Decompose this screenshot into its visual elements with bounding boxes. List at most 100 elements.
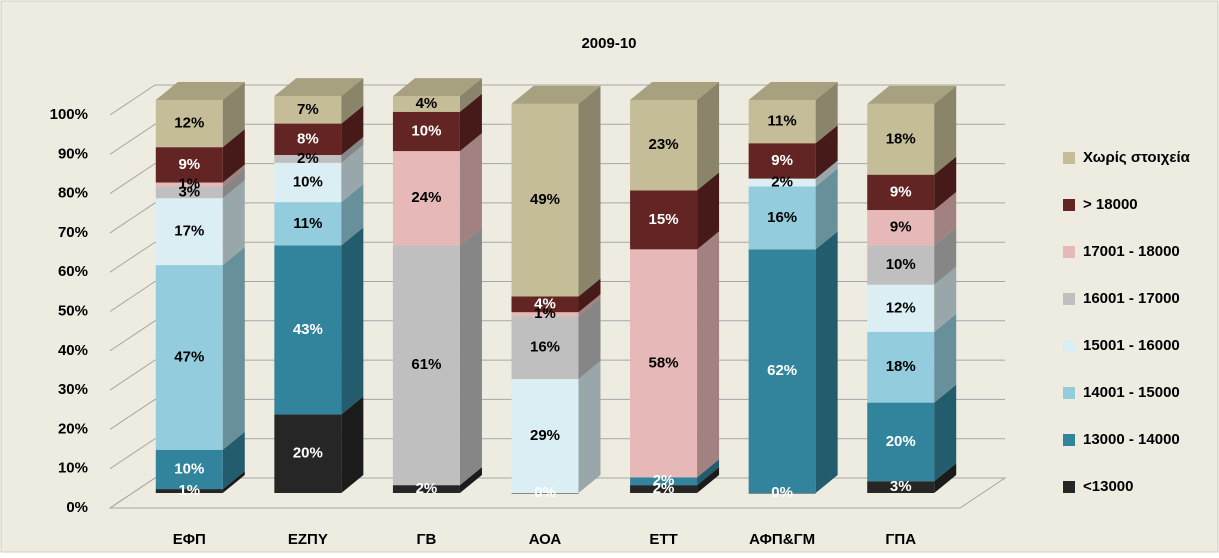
bar-segment bbox=[630, 485, 698, 493]
bar-side bbox=[459, 93, 482, 152]
bar-side bbox=[934, 192, 957, 246]
bar-segment bbox=[155, 182, 223, 187]
data-label: 47% bbox=[174, 348, 204, 365]
bar-top bbox=[274, 78, 364, 97]
x-tick-label: ΑΦΠ&ΓΜ bbox=[749, 531, 815, 548]
bar-side bbox=[222, 82, 245, 148]
bar-side bbox=[341, 137, 364, 163]
bar-side bbox=[459, 78, 482, 112]
bar-side bbox=[934, 156, 957, 211]
data-label: 24% bbox=[411, 189, 441, 206]
bar-top bbox=[511, 85, 601, 104]
bar-segment bbox=[511, 296, 579, 313]
data-label: 8% bbox=[297, 130, 319, 147]
data-label: 2% bbox=[416, 480, 438, 497]
bar-segment bbox=[630, 100, 698, 191]
bar-segment bbox=[748, 100, 816, 144]
bar-segment bbox=[867, 481, 935, 493]
bar-segment bbox=[748, 186, 816, 250]
bar-segment bbox=[867, 103, 935, 175]
bar-side bbox=[934, 85, 957, 175]
data-label: 11% bbox=[768, 113, 797, 130]
legend-label: 17001 - 18000 bbox=[1083, 243, 1180, 260]
bar-segment bbox=[511, 103, 579, 297]
bar-segment bbox=[748, 178, 816, 187]
bar-segment bbox=[867, 402, 935, 482]
bar-segment bbox=[392, 151, 460, 246]
grid-line bbox=[109, 320, 1005, 352]
y-tick-label: 30% bbox=[58, 381, 88, 398]
data-label: 1% bbox=[178, 482, 200, 499]
bar-side bbox=[815, 231, 838, 493]
legend-swatch bbox=[1063, 340, 1075, 352]
bar-side bbox=[222, 247, 245, 450]
bar-side bbox=[578, 278, 601, 313]
data-label: 10% bbox=[411, 122, 441, 139]
bar-top bbox=[155, 82, 245, 100]
bar-segment bbox=[630, 190, 698, 250]
data-label: 9% bbox=[890, 219, 912, 236]
grid-line bbox=[109, 359, 1005, 391]
bar-segment bbox=[155, 198, 223, 266]
legend-swatch bbox=[1063, 152, 1075, 164]
bar-side bbox=[697, 467, 720, 493]
data-label: 3% bbox=[178, 183, 200, 200]
data-label: 9% bbox=[771, 152, 793, 169]
bar-segment bbox=[392, 96, 460, 112]
bar-segment bbox=[155, 186, 223, 199]
bar-side bbox=[459, 467, 482, 493]
bar-segment bbox=[274, 245, 342, 415]
bar-side bbox=[341, 227, 364, 415]
data-label: 12% bbox=[174, 115, 204, 132]
legend-label: <13000 bbox=[1083, 478, 1133, 495]
grid-line bbox=[109, 202, 1005, 234]
grid-line bbox=[109, 477, 1005, 509]
bar-segment bbox=[867, 245, 935, 285]
y-tick-label: 40% bbox=[58, 342, 88, 359]
chart-title: 2009-10 bbox=[581, 35, 636, 52]
bar-segment bbox=[867, 210, 935, 246]
bar-side bbox=[697, 459, 720, 486]
data-label: 62% bbox=[767, 362, 797, 379]
data-label: 23% bbox=[649, 136, 679, 153]
bar-side bbox=[222, 180, 245, 266]
data-label: 12% bbox=[886, 299, 916, 316]
bar-side bbox=[815, 168, 838, 250]
legend-swatch bbox=[1063, 199, 1075, 211]
bar-side bbox=[934, 463, 957, 493]
data-label: 10% bbox=[293, 173, 323, 190]
bar-side bbox=[341, 396, 364, 493]
bar-side bbox=[578, 294, 601, 317]
data-label: 10% bbox=[886, 256, 916, 273]
bar-segment bbox=[748, 493, 816, 494]
bar-side bbox=[697, 82, 720, 191]
data-label: 2% bbox=[653, 472, 675, 489]
bar-segment bbox=[155, 489, 223, 493]
bar-segment bbox=[867, 284, 935, 332]
bar-side bbox=[934, 313, 957, 403]
bar-segment bbox=[155, 147, 223, 183]
bar-side bbox=[222, 168, 245, 199]
data-label: 9% bbox=[178, 156, 200, 173]
bar-segment bbox=[155, 265, 223, 450]
y-tick-label: 60% bbox=[58, 263, 88, 280]
bar-segment bbox=[748, 249, 816, 493]
bar-segment bbox=[274, 202, 342, 246]
bar-segment bbox=[630, 249, 698, 478]
bar-side bbox=[697, 231, 720, 478]
y-tick-label: 50% bbox=[58, 302, 88, 319]
data-label: 49% bbox=[530, 191, 560, 208]
data-label: 4% bbox=[416, 95, 438, 112]
legend-label: 16001 - 17000 bbox=[1083, 290, 1180, 307]
data-label: 16% bbox=[767, 209, 797, 226]
data-label: 9% bbox=[890, 183, 912, 200]
bar-side bbox=[459, 133, 482, 246]
bar-top bbox=[748, 82, 838, 100]
legend-label: > 18000 bbox=[1083, 196, 1138, 213]
legend-swatch bbox=[1063, 387, 1075, 399]
bar-segment bbox=[511, 316, 579, 380]
bar-segment bbox=[274, 414, 342, 493]
bar-side bbox=[934, 227, 957, 285]
data-label: 17% bbox=[174, 223, 204, 240]
